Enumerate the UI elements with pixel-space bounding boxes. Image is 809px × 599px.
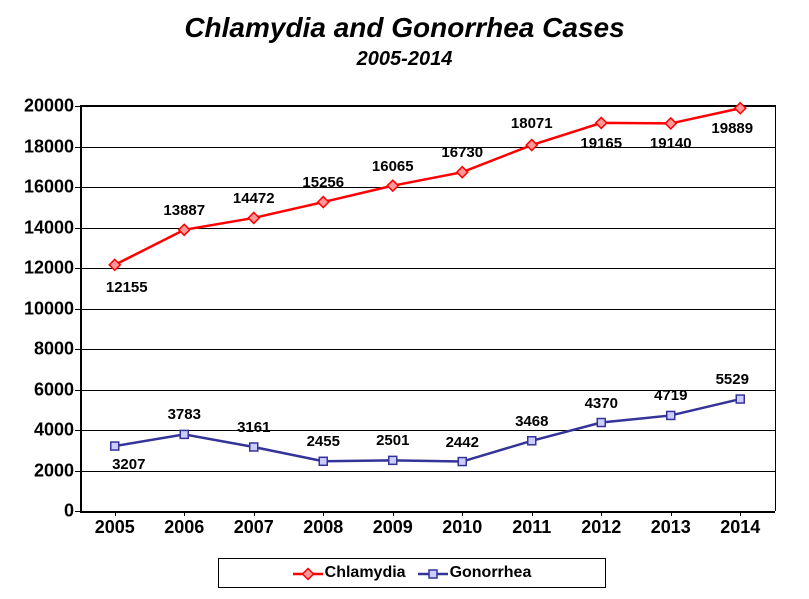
- marker-chlamydia: [387, 180, 398, 191]
- x-tick-label: 2009: [373, 511, 413, 538]
- data-label: 16065: [372, 158, 414, 175]
- legend-item-gonorrhea: Gonorrhea: [418, 564, 532, 582]
- marker-chlamydia: [248, 212, 259, 223]
- data-label: 4719: [654, 387, 687, 404]
- data-label: 13887: [163, 202, 205, 219]
- y-tick-label: 20000: [24, 96, 80, 117]
- x-tick-label: 2014: [720, 511, 760, 538]
- marker-chlamydia: [526, 140, 537, 151]
- marker-chlamydia: [735, 103, 746, 114]
- data-label: 15256: [302, 174, 344, 191]
- data-label: 19889: [711, 120, 753, 137]
- series-layer: [80, 106, 775, 511]
- y-tick-label: 2000: [34, 460, 80, 481]
- legend-item-chlamydia: Chlamydia: [293, 564, 406, 582]
- x-tick-label: 2010: [442, 511, 482, 538]
- data-label: 12155: [106, 279, 148, 296]
- y-tick-label: 12000: [24, 258, 80, 279]
- marker-gonorrhea: [250, 443, 258, 451]
- chart-title-main: Chlamydia and Gonorrhea Cases: [0, 12, 809, 44]
- x-tick-label: 2006: [164, 511, 204, 538]
- legend-swatch: [418, 567, 448, 579]
- legend-swatch: [293, 567, 323, 579]
- y-tick-label: 4000: [34, 420, 80, 441]
- marker-gonorrhea: [180, 430, 188, 438]
- y-tick-label: 18000: [24, 136, 80, 157]
- data-label: 4370: [585, 395, 618, 412]
- marker-gonorrhea: [736, 395, 744, 403]
- x-tick-label: 2012: [581, 511, 621, 538]
- data-label: 14472: [233, 190, 275, 207]
- y-tick-label: 16000: [24, 177, 80, 198]
- data-label: 3783: [168, 406, 201, 423]
- series-line-chlamydia: [115, 108, 741, 265]
- marker-chlamydia: [318, 197, 329, 208]
- data-label: 3207: [112, 456, 145, 473]
- marker-gonorrhea: [597, 419, 605, 427]
- x-tick-label: 2008: [303, 511, 343, 538]
- marker-gonorrhea: [111, 442, 119, 450]
- marker-gonorrhea: [389, 456, 397, 464]
- x-axis: [80, 511, 775, 513]
- chart-title-sub: 2005-2014: [0, 48, 809, 71]
- data-label: 3468: [515, 413, 548, 430]
- x-tick-label: 2013: [651, 511, 691, 538]
- y-tick-label: 10000: [24, 298, 80, 319]
- marker-chlamydia: [665, 118, 676, 129]
- marker-gonorrhea: [528, 437, 536, 445]
- x-tick-label: 2011: [512, 511, 551, 538]
- data-label: 3161: [237, 419, 270, 436]
- data-label: 18071: [511, 115, 553, 132]
- marker-chlamydia: [457, 167, 468, 178]
- data-label: 2501: [376, 432, 409, 449]
- marker-gonorrhea: [458, 458, 466, 466]
- series-line-gonorrhea: [115, 399, 741, 462]
- data-label: 2455: [307, 433, 340, 450]
- x-tick-label: 2007: [234, 511, 274, 538]
- y-tick-label: 8000: [34, 339, 80, 360]
- marker-chlamydia: [109, 259, 120, 270]
- plot-area: 0200040006000800010000120001400016000180…: [80, 105, 776, 511]
- marker-chlamydia: [596, 117, 607, 128]
- x-tick-label: 2005: [95, 511, 135, 538]
- legend: Chlamydia Gonorrhea: [218, 558, 606, 588]
- y-tick-label: 0: [64, 501, 80, 522]
- marker-gonorrhea: [667, 411, 675, 419]
- data-label: 19165: [580, 135, 622, 152]
- y-tick-label: 6000: [34, 379, 80, 400]
- marker-gonorrhea: [319, 457, 327, 465]
- data-label: 16730: [441, 144, 483, 161]
- marker-chlamydia: [179, 224, 190, 235]
- data-label: 19140: [650, 135, 692, 152]
- data-label: 2442: [446, 434, 479, 451]
- y-tick-label: 14000: [24, 217, 80, 238]
- data-label: 5529: [716, 371, 749, 388]
- legend-label: Gonorrhea: [450, 564, 532, 582]
- chart-container: Chlamydia and Gonorrhea Cases 2005-2014 …: [0, 0, 809, 599]
- legend-label: Chlamydia: [325, 564, 406, 582]
